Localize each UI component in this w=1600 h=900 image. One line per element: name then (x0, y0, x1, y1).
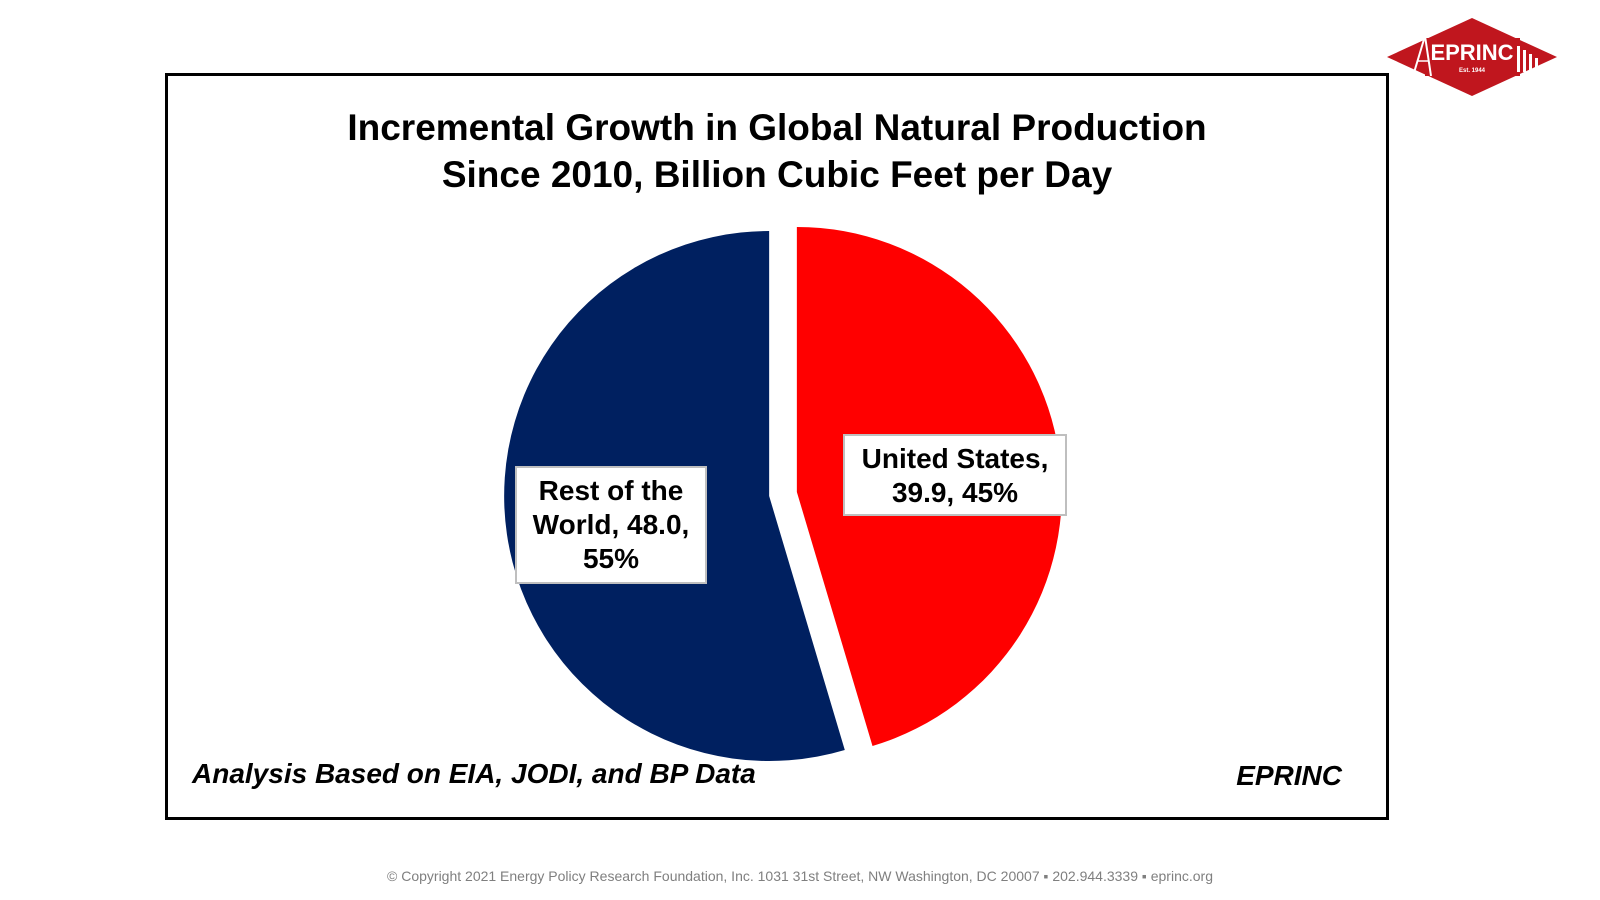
brand-note: EPRINC (1236, 760, 1342, 791)
slice-label-rest-of-world-line-1: Rest of the (538, 475, 684, 506)
slice-label-rest-of-world: Rest of the World, 48.0, 55% (515, 466, 707, 584)
chart-frame: Incremental Growth in Global Natural Pro… (165, 73, 1389, 820)
slice-label-united-states-line-2: 39.9, 45% (891, 477, 1019, 508)
source-note: Analysis Based on EIA, JODI, and BP Data (192, 758, 756, 789)
logo-text: EPRINC (1430, 40, 1513, 65)
slice-label-rest-of-world-line-2: World, 48.0, (532, 509, 690, 540)
chart-title-line-1: Incremental Growth in Global Natural Pro… (347, 107, 1207, 148)
pie-chart (504, 226, 1062, 762)
slice-label-united-states-line-1: United States, (861, 443, 1049, 474)
logo-est: Est. 1944 (1459, 68, 1486, 74)
slice-label-united-states: United States, 39.9, 45% (843, 434, 1067, 516)
chart-title-line-2: Since 2010, Billion Cubic Feet per Day (441, 154, 1113, 195)
eprinc-logo: EPRINC Est. 1944 (1387, 18, 1557, 96)
copyright-footer: © Copyright 2021 Energy Policy Research … (387, 868, 1213, 884)
slice-label-rest-of-world-line-3: 55% (582, 543, 640, 574)
